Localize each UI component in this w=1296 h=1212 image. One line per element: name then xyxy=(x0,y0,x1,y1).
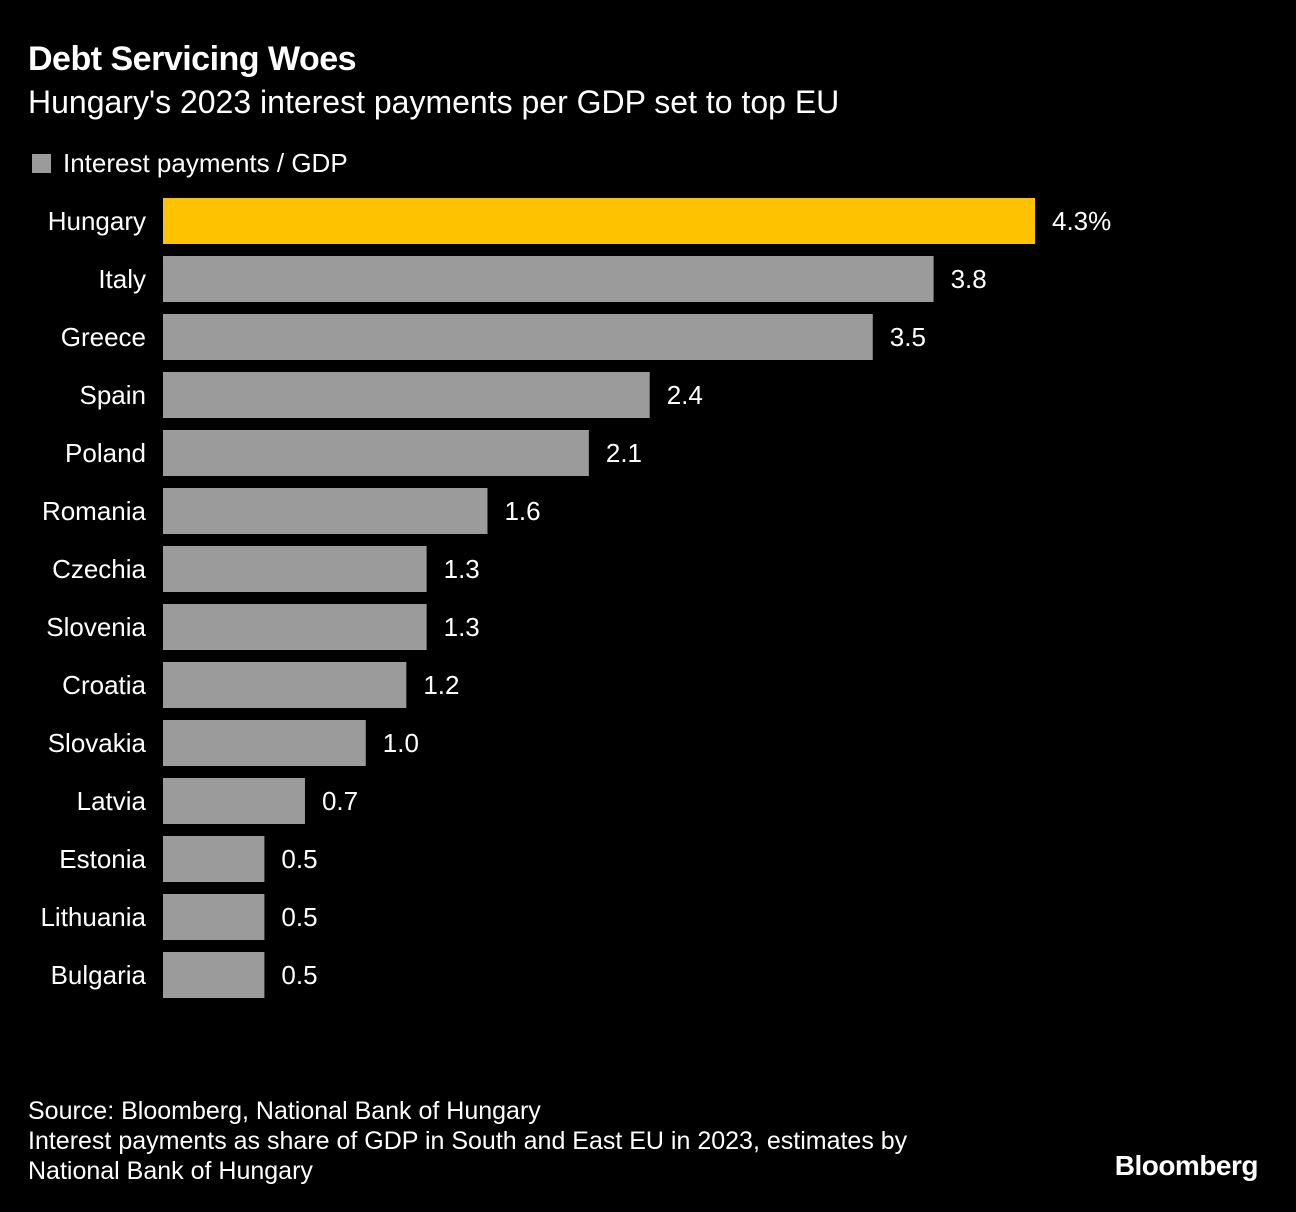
value-label-slovakia: 1.0 xyxy=(383,728,419,758)
chart-title: Debt Servicing Woes xyxy=(28,40,357,78)
value-label-bulgaria: 0.5 xyxy=(281,960,317,990)
chart-footer: Source: Bloomberg, National Bank of Hung… xyxy=(28,1096,1028,1186)
category-label-slovakia: Slovakia xyxy=(48,728,147,758)
bar-estonia xyxy=(163,836,265,882)
bar-bulgaria xyxy=(163,952,265,998)
category-label-croatia: Croatia xyxy=(62,670,146,700)
value-label-croatia: 1.2 xyxy=(423,670,459,700)
category-label-estonia: Estonia xyxy=(59,844,146,874)
category-label-slovenia: Slovenia xyxy=(46,612,146,642)
category-label-poland: Poland xyxy=(65,438,146,468)
bar-poland xyxy=(163,430,589,476)
bar-lithuania xyxy=(163,894,265,940)
value-label-poland: 2.1 xyxy=(606,438,642,468)
bar-italy xyxy=(163,256,934,302)
value-label-czechia: 1.3 xyxy=(444,554,480,584)
legend-label: Interest payments / GDP xyxy=(63,148,348,178)
bar-romania xyxy=(163,488,488,534)
value-label-latvia: 0.7 xyxy=(322,786,358,816)
value-label-greece: 3.5 xyxy=(890,322,926,352)
value-label-hungary: 4.3% xyxy=(1052,206,1111,236)
chart-legend: Interest payments / GDP xyxy=(32,148,348,179)
source-note: Source: Bloomberg, National Bank of Hung… xyxy=(28,1097,541,1125)
value-label-slovenia: 1.3 xyxy=(444,612,480,642)
value-label-lithuania: 0.5 xyxy=(281,902,317,932)
category-label-spain: Spain xyxy=(80,380,147,410)
category-label-latvia: Latvia xyxy=(77,786,147,816)
category-label-italy: Italy xyxy=(98,264,146,294)
chart-subtitle: Hungary's 2023 interest payments per GDP… xyxy=(28,84,840,120)
bar-greece xyxy=(163,314,873,360)
value-label-romania: 1.6 xyxy=(504,496,540,526)
bar-slovakia xyxy=(163,720,366,766)
footnote-line-1: Interest payments as share of GDP in Sou… xyxy=(28,1127,908,1155)
category-label-czechia: Czechia xyxy=(52,554,146,584)
bloomberg-logo: Bloomberg xyxy=(1114,1150,1259,1181)
footnote-line-2: National Bank of Hungary xyxy=(28,1157,313,1185)
category-label-hungary: Hungary xyxy=(48,206,146,236)
legend-swatch xyxy=(32,154,51,173)
bar-chart: Hungary 4.3% Italy 3.8 Greece 3.5 Spain 2.4 Pola… xyxy=(40,198,1111,998)
bar-croatia xyxy=(163,662,407,708)
bar-czechia xyxy=(163,546,427,592)
bar-slovenia xyxy=(163,604,427,650)
value-label-estonia: 0.5 xyxy=(281,844,317,874)
bar-latvia xyxy=(163,778,305,824)
bar-spain xyxy=(163,372,650,418)
value-label-italy: 3.8 xyxy=(951,264,987,294)
category-label-bulgaria: Bulgaria xyxy=(51,960,147,990)
category-label-greece: Greece xyxy=(61,322,146,352)
value-label-spain: 2.4 xyxy=(667,380,703,410)
category-label-lithuania: Lithuania xyxy=(40,902,146,932)
bar-hungary xyxy=(163,198,1035,244)
category-label-romania: Romania xyxy=(42,496,147,526)
